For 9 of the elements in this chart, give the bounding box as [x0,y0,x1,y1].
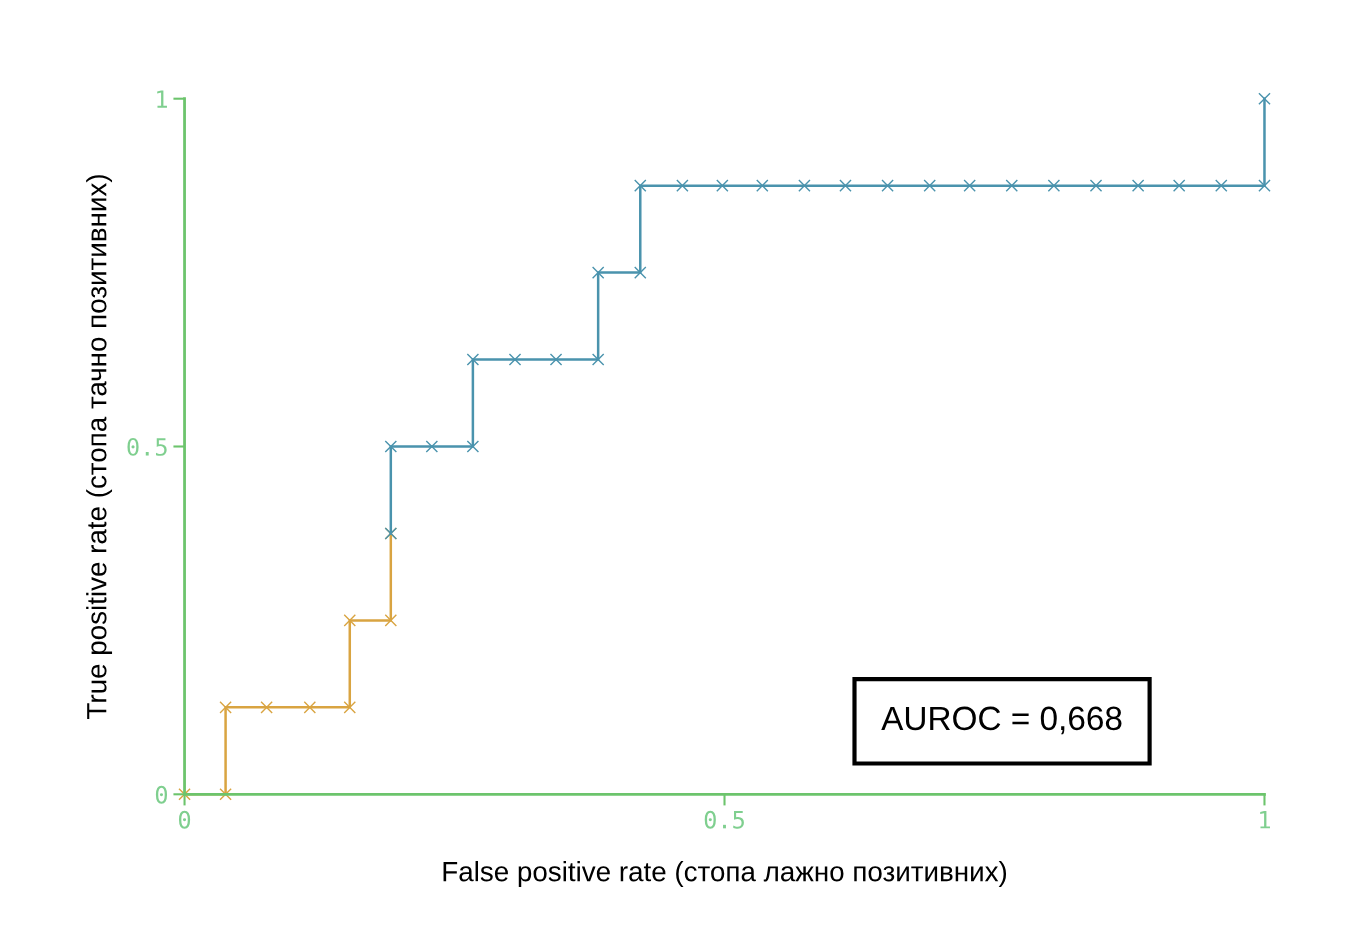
x-axis-title: False positive rate (стопа лажно позитивних) [443,861,1007,887]
y-tick-label: 1 [157,90,167,108]
x-tick-label: 0.5 [704,810,744,829]
x-tick-label: 0 [178,810,191,829]
y-axis-title: True positive rate (стопа тачно позитивних) [86,175,113,719]
annotation: AUROC = 0,668 [881,706,1122,735]
y-tick-label: 0.5 [127,438,167,456]
y-tick-label: 0 [155,785,168,804]
x-tick-label: 1 [1260,811,1270,829]
